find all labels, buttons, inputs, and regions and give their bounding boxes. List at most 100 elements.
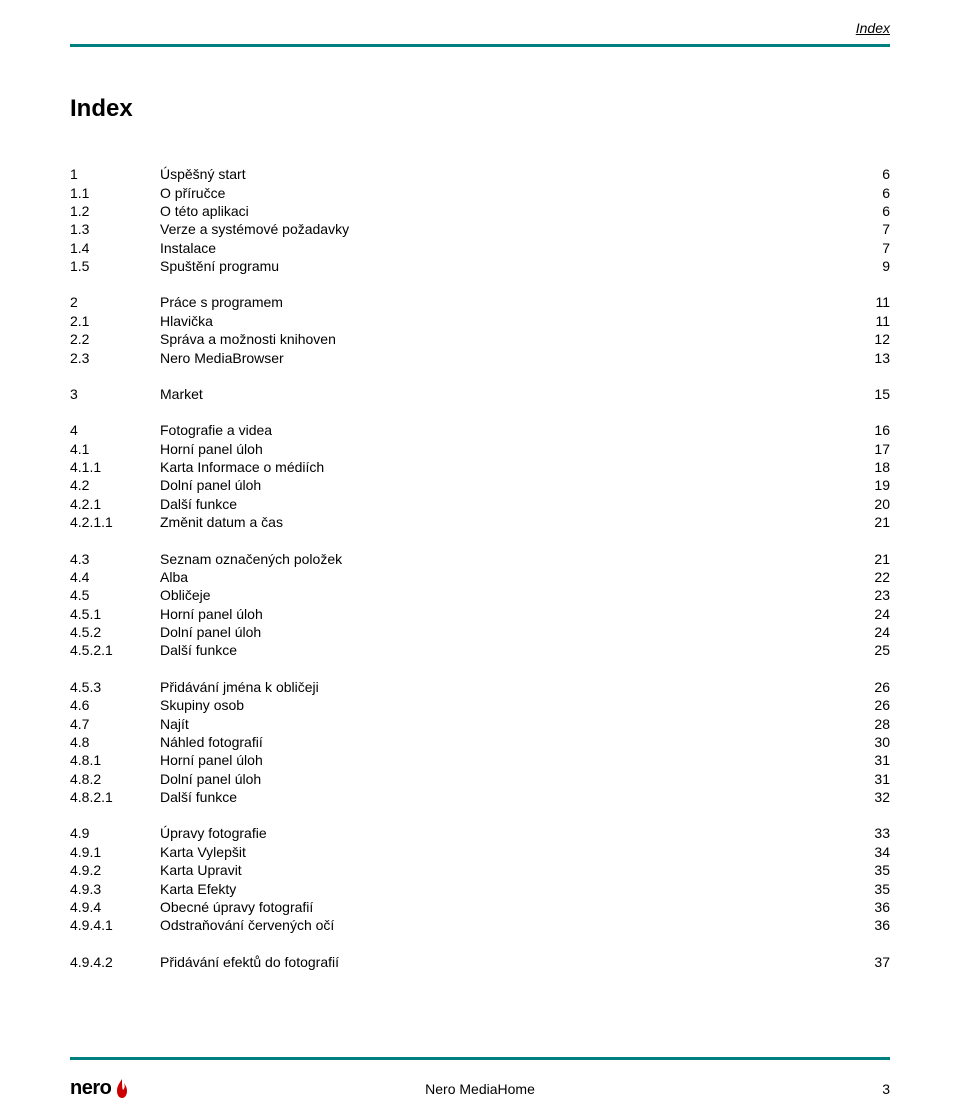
toc-page: 33 [850,826,890,840]
toc-row: 4.5.2.1Další funkce25 [70,641,890,659]
toc-page: 32 [850,790,890,804]
toc-number: 4.5.1 [70,607,160,621]
toc-text: Market [160,387,850,401]
toc-text: Přidávání jména k obličeji [160,680,850,694]
toc-group: 1Úspěšný start61.1O příručce61.2O této a… [70,165,890,275]
toc-row: 4.9.3Karta Efekty35 [70,879,890,897]
toc-text: Horní panel úloh [160,442,850,456]
toc-number: 1.2 [70,204,160,218]
toc-page: 31 [850,772,890,786]
toc-row: 4.2Dolní panel úloh19 [70,476,890,494]
toc-text: Karta Vylepšit [160,845,850,859]
toc-row: 3Market15 [70,385,890,403]
toc-number: 4.9.4.1 [70,918,160,932]
toc-group: 3Market15 [70,385,890,403]
table-of-contents: 1Úspěšný start61.1O příručce61.2O této a… [70,165,890,971]
toc-number: 4.5.2.1 [70,643,160,657]
toc-number: 1 [70,167,160,181]
toc-row: 1.5Spuštění programu9 [70,257,890,275]
toc-number: 4.8.2.1 [70,790,160,804]
toc-number: 4.8 [70,735,160,749]
toc-text: Seznam označených položek [160,552,850,566]
toc-text: Instalace [160,241,850,255]
page-title: Index [70,95,890,123]
toc-number: 2.2 [70,332,160,346]
toc-text: Verze a systémové požadavky [160,222,850,236]
toc-number: 4.3 [70,552,160,566]
toc-number: 1.4 [70,241,160,255]
toc-page: 9 [850,259,890,273]
toc-page: 15 [850,387,890,401]
toc-row: 4Fotografie a videa16 [70,421,890,439]
toc-text: O této aplikaci [160,204,850,218]
toc-text: Karta Informace o médiích [160,460,850,474]
toc-page: 25 [850,643,890,657]
toc-row: 4.1Horní panel úloh17 [70,440,890,458]
toc-row: 4.9.4.2Přidávání efektů do fotografií37 [70,953,890,971]
toc-text: Fotografie a videa [160,423,850,437]
toc-number: 4.9.3 [70,882,160,896]
toc-row: 4.8.1Horní panel úloh31 [70,751,890,769]
toc-row: 4.9.4Obecné úpravy fotografií36 [70,898,890,916]
toc-text: Úpravy fotografie [160,826,850,840]
toc-page: 21 [850,552,890,566]
toc-group: 4.9Úpravy fotografie334.9.1Karta Vylepši… [70,824,890,934]
toc-page: 6 [850,204,890,218]
toc-number: 4.4 [70,570,160,584]
toc-group: 4.5.3Přidávání jména k obličeji264.6Skup… [70,678,890,807]
toc-row: 4.8Náhled fotografií30 [70,733,890,751]
toc-page: 31 [850,753,890,767]
toc-page: 19 [850,478,890,492]
toc-number: 4.8.2 [70,772,160,786]
toc-row: 4.9.4.1Odstraňování červených očí36 [70,916,890,934]
toc-number: 4.9.1 [70,845,160,859]
toc-number: 3 [70,387,160,401]
toc-row: 4.5.3Přidávání jména k obličeji26 [70,678,890,696]
toc-text: Další funkce [160,497,850,511]
toc-page: 11 [850,314,890,328]
toc-number: 2.3 [70,351,160,365]
toc-text: Změnit datum a čas [160,515,850,529]
toc-number: 4.5 [70,588,160,602]
toc-text: Přidávání efektů do fotografií [160,955,850,969]
toc-number: 4.1 [70,442,160,456]
toc-row: 4.6Skupiny osob26 [70,696,890,714]
toc-page: 23 [850,588,890,602]
toc-number: 4 [70,423,160,437]
toc-page: 6 [850,186,890,200]
toc-page: 26 [850,680,890,694]
toc-number: 2.1 [70,314,160,328]
toc-row: 2.2Správa a možnosti knihoven12 [70,330,890,348]
toc-row: 4.9.1Karta Vylepšit34 [70,843,890,861]
toc-text: Dolní panel úloh [160,772,850,786]
toc-text: Práce s programem [160,295,850,309]
toc-row: 4.3Seznam označených položek21 [70,549,890,567]
toc-number: 4.5.2 [70,625,160,639]
toc-number: 1.1 [70,186,160,200]
toc-text: Horní panel úloh [160,753,850,767]
toc-page: 11 [850,295,890,309]
toc-text: Najít [160,717,850,731]
toc-page: 26 [850,698,890,712]
toc-row: 1.4Instalace7 [70,239,890,257]
toc-text: Další funkce [160,790,850,804]
toc-page: 35 [850,882,890,896]
toc-row: 4.2.1.1Změnit datum a čas21 [70,513,890,531]
toc-row: 2Práce s programem11 [70,293,890,311]
footer-rule [70,1057,890,1060]
footer-center-text: Nero MediaHome [70,1081,890,1097]
toc-text: Spuštění programu [160,259,850,273]
content: Index 1Úspěšný start61.1O příručce61.2O … [70,95,890,989]
toc-row: 4.4Alba22 [70,568,890,586]
toc-page: 24 [850,607,890,621]
toc-page: 22 [850,570,890,584]
toc-page: 34 [850,845,890,859]
toc-row: 4.8.2.1Další funkce32 [70,788,890,806]
toc-row: 4.8.2Dolní panel úloh31 [70,770,890,788]
toc-number: 4.2.1 [70,497,160,511]
toc-number: 4.9 [70,826,160,840]
toc-group: 2Práce s programem112.1Hlavička112.2Sprá… [70,293,890,367]
toc-text: Horní panel úloh [160,607,850,621]
toc-group: 4.9.4.2Přidávání efektů do fotografií37 [70,953,890,971]
toc-row: 4.9Úpravy fotografie33 [70,824,890,842]
